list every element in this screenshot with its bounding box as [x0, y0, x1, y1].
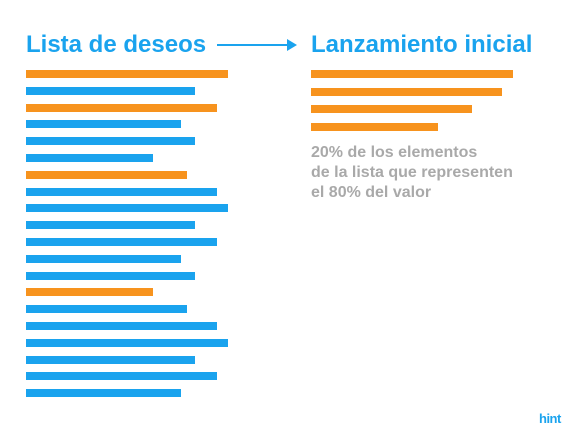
wishlist-bar-blue: [26, 221, 195, 230]
note-line: el 80% del valor: [311, 184, 432, 201]
wishlist-bar-orange: [26, 70, 228, 78]
hint-logo: hint: [539, 411, 561, 426]
release-bar-orange: [311, 123, 438, 132]
wishlist-bar-blue: [26, 372, 217, 381]
wishlist-bar-blue: [26, 389, 181, 398]
wishlist-bar-blue: [26, 204, 228, 213]
arrow-right-icon: [217, 39, 297, 51]
wishlist-bar-blue: [26, 86, 195, 95]
wishlist-bar-blue: [26, 120, 181, 129]
wishlist-bar-blue: [26, 187, 217, 196]
wishlist-bar-orange: [26, 288, 153, 297]
wishlist-bar-blue: [26, 137, 195, 146]
initial-release-title: Lanzamiento inicial: [311, 31, 533, 58]
wishlist-title: Lista de deseos: [26, 31, 207, 58]
wishlist-bar-orange: [26, 170, 187, 179]
note-line: de la lista que representen: [311, 164, 513, 181]
release-bar-orange: [311, 70, 513, 78]
wishlist-bar-blue: [26, 238, 217, 246]
note-line: 20% de los elementos: [311, 144, 478, 161]
wishlist-bar-blue: [26, 154, 153, 162]
wishlist-bar-blue: [26, 254, 181, 263]
release-bar-orange: [311, 105, 472, 114]
pareto-note: 20% de los elementos de la lista que rep…: [311, 143, 561, 203]
wishlist-bar-blue: [26, 355, 195, 364]
wishlist-bar-orange: [26, 103, 217, 112]
wishlist-bar-blue: [26, 305, 187, 314]
wishlist-bar-blue: [26, 322, 217, 330]
release-bar-orange: [311, 87, 502, 96]
wishlist-bar-blue: [26, 338, 228, 347]
wishlist-bar-blue: [26, 271, 195, 280]
